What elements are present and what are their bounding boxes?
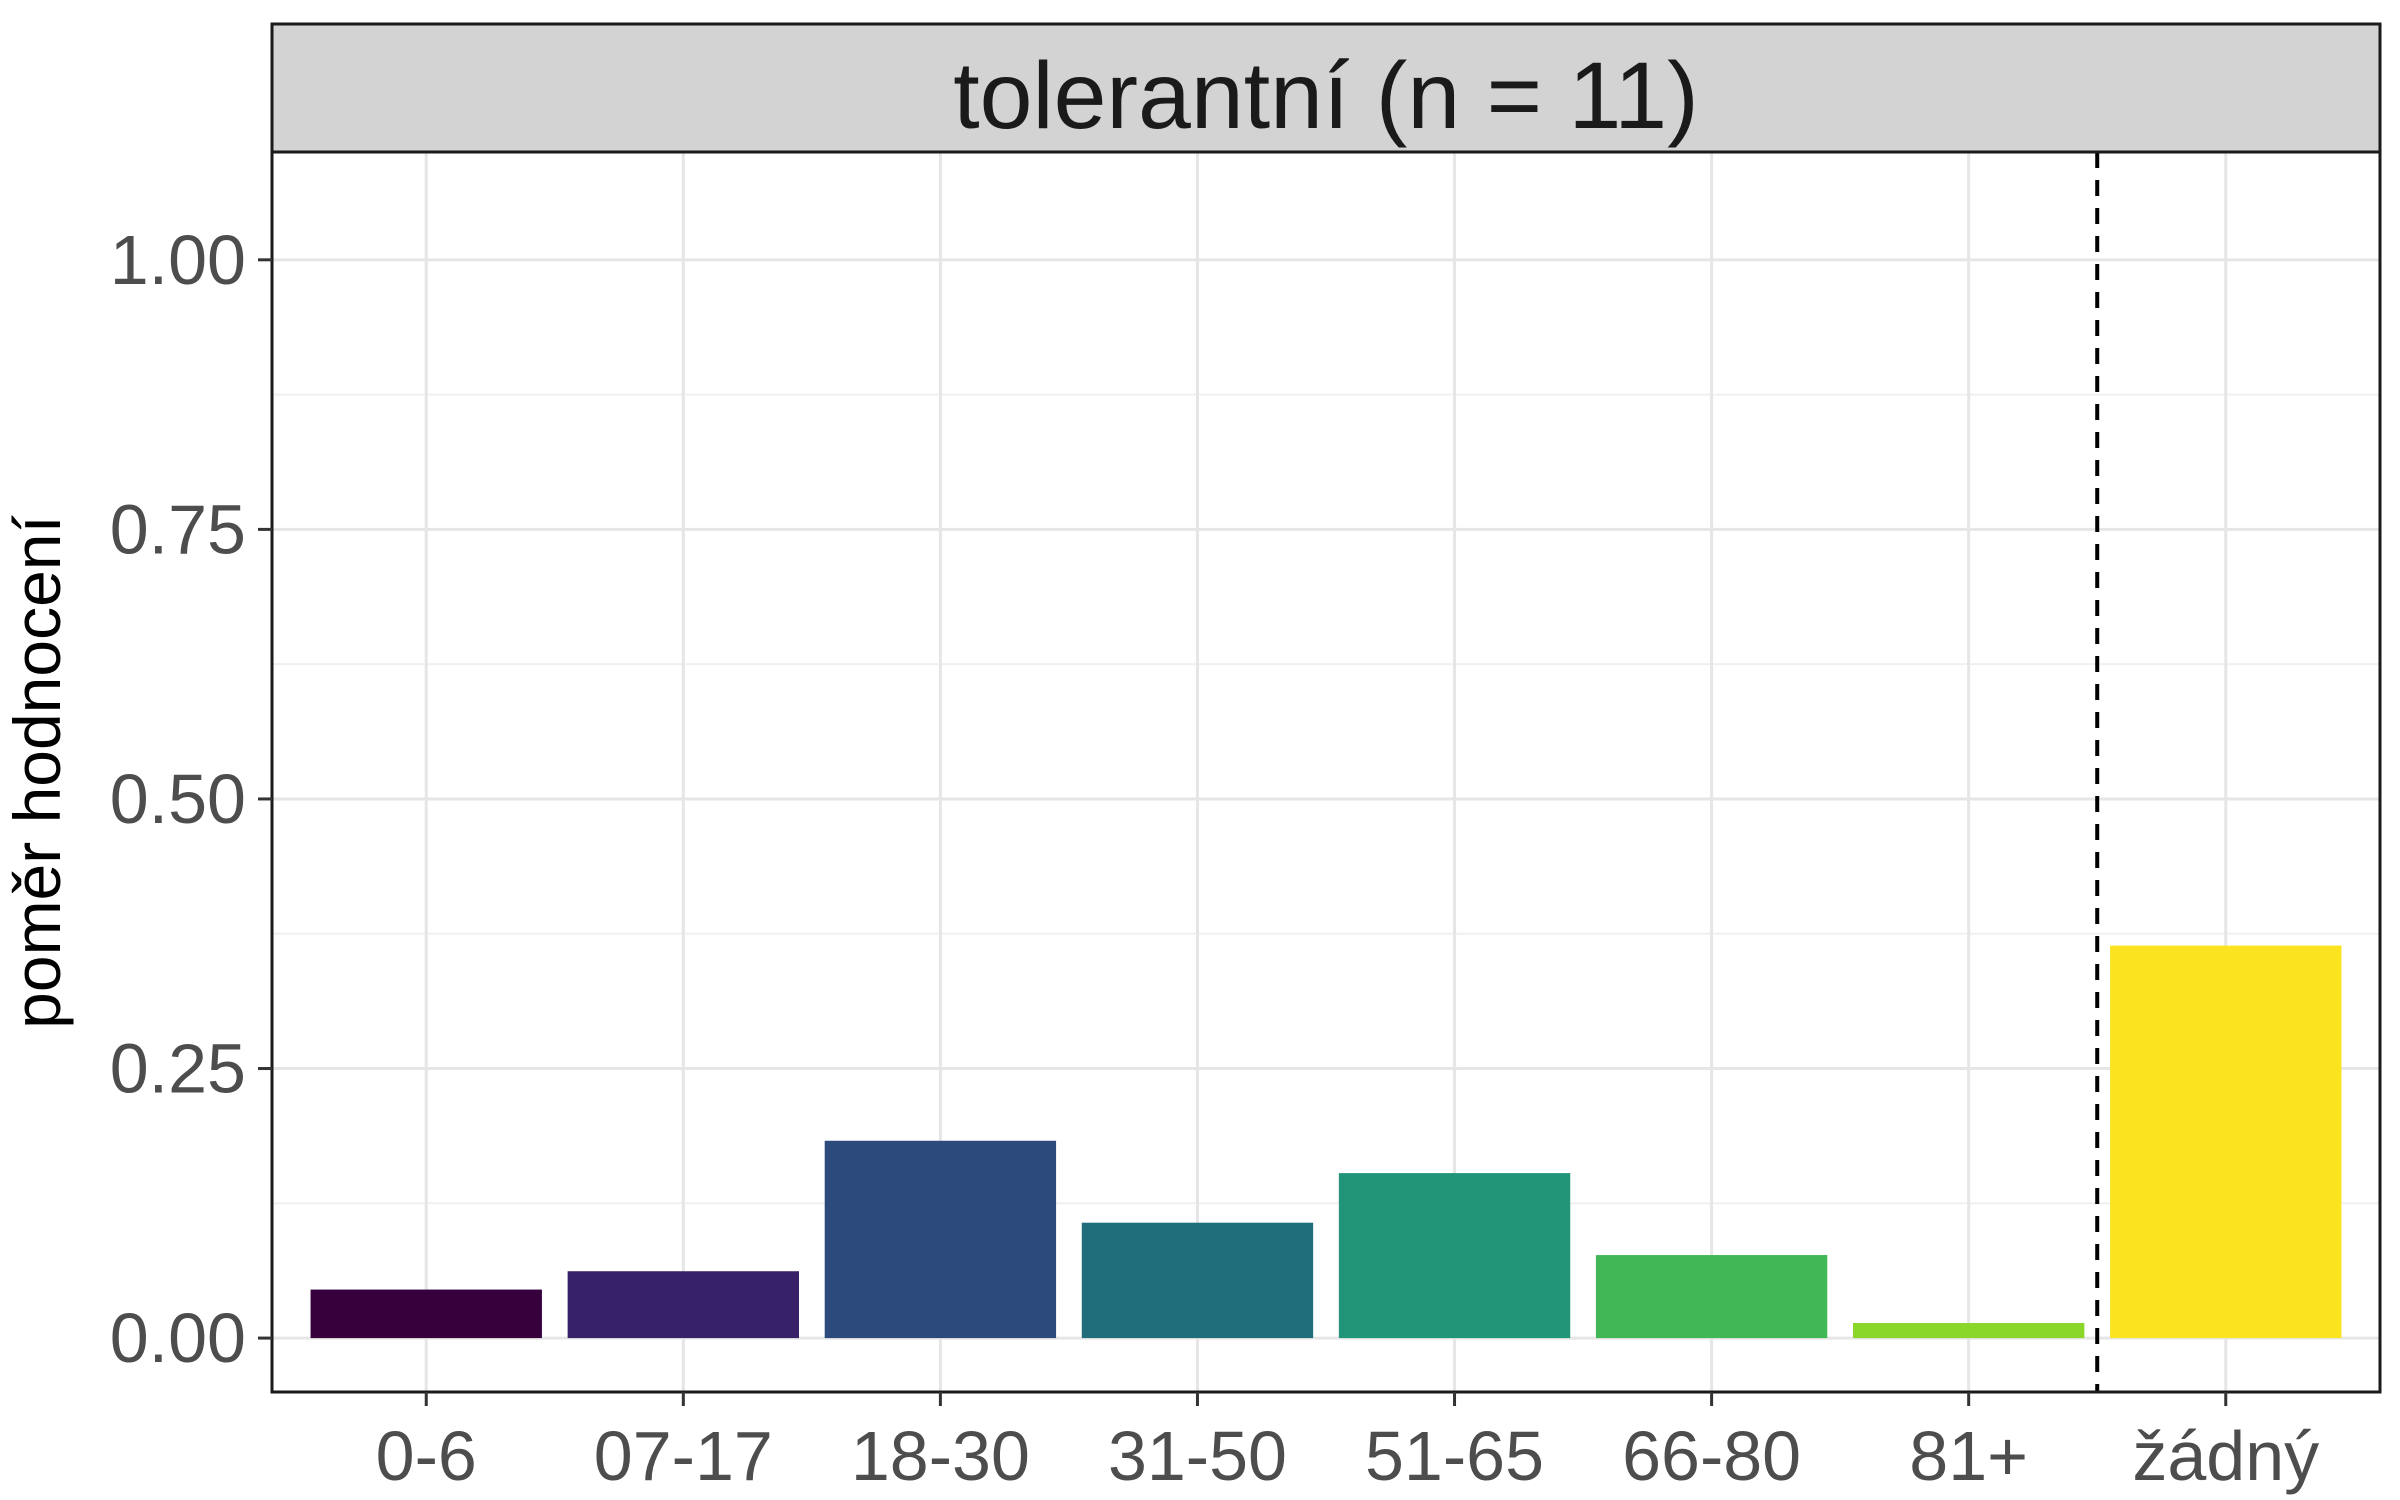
y-tick-label: 0.75 — [110, 490, 246, 568]
x-tick-label: 66-80 — [1622, 1417, 1801, 1495]
y-tick-label: 0.00 — [110, 1299, 246, 1377]
bar-81+ — [1853, 1322, 2085, 1339]
x-tick-label: 31-50 — [1108, 1417, 1287, 1495]
y-axis: 0.00 0.25 0.50 0.75 1.00 — [110, 221, 272, 1377]
bar-31-50 — [1081, 1222, 1314, 1339]
x-tick-label: 07-17 — [594, 1417, 773, 1495]
grid-minor — [272, 393, 2380, 1205]
facet-strip-title: tolerantní (n = 11) — [953, 43, 1698, 149]
y-tick-label: 1.00 — [110, 221, 246, 299]
bar-0-6 — [310, 1289, 542, 1339]
x-tick-label: žádný — [2132, 1417, 2319, 1495]
x-tick-label: 18-30 — [851, 1417, 1030, 1495]
bar-66-80 — [1595, 1255, 1828, 1339]
y-axis-title: poměr hodnocení — [0, 514, 74, 1028]
x-tick-label: 51-65 — [1365, 1417, 1544, 1495]
bar-18-30 — [824, 1140, 1057, 1339]
x-tick-label: 81+ — [1909, 1417, 2028, 1495]
strip-border — [270, 22, 2382, 154]
x-axis: 0-6 07-17 18-30 31-50 51-65 66-80 81+ žádný — [376, 1392, 2319, 1495]
y-tick-label: 0.50 — [110, 760, 246, 838]
y-tick-label: 0.25 — [110, 1030, 246, 1108]
bar-51-65 — [1338, 1173, 1571, 1339]
bar-žádný — [2110, 945, 2342, 1339]
x-tick-label: 0-6 — [376, 1417, 477, 1495]
facet-strip — [272, 24, 2380, 152]
bar-07-17 — [567, 1271, 799, 1339]
bars — [310, 945, 2342, 1339]
